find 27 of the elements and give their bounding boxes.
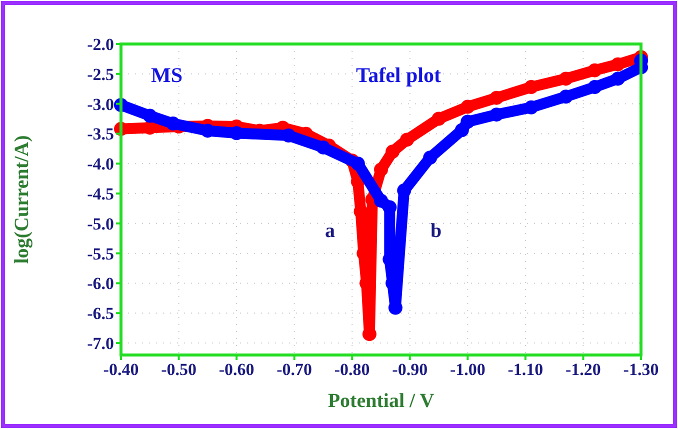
x-axis-title: Potential / V [328, 390, 435, 412]
x-tick-label: -1.30 [623, 360, 659, 379]
y-tick-label: -3.0 [87, 94, 114, 114]
x-tick-label: -1.00 [450, 360, 486, 379]
annotation: b [430, 220, 442, 242]
y-tick-label: -5.0 [87, 214, 114, 234]
x-tick-label: -1.20 [566, 360, 601, 379]
annotation: a [325, 220, 335, 242]
y-tick-label: -2.0 [87, 34, 114, 54]
y-axis-title: log(Current/A) [11, 135, 33, 264]
y-tick-label: -7.0 [87, 334, 114, 353]
x-tick-label: -0.80 [334, 360, 370, 379]
x-tick-label: -1.10 [508, 360, 544, 379]
y-tick-label: -5.5 [87, 244, 114, 264]
annotation: MS [151, 63, 182, 87]
x-tick-label: -0.50 [161, 360, 196, 379]
y-tick-label: -4.5 [87, 184, 114, 204]
y-tick-label: -2.5 [87, 64, 114, 84]
y-tick-label: -6.0 [87, 274, 114, 294]
y-tick-label: -6.5 [87, 304, 114, 324]
annotation: Tafel plot [356, 63, 441, 87]
x-tick-label: -0.40 [103, 360, 139, 379]
x-tick-label: -0.70 [276, 360, 312, 379]
y-tick-label: -4.0 [87, 154, 114, 174]
y-tick-label: -3.5 [87, 124, 114, 144]
x-tick-label: -0.90 [392, 360, 428, 379]
x-tick-label: -0.60 [218, 360, 254, 379]
